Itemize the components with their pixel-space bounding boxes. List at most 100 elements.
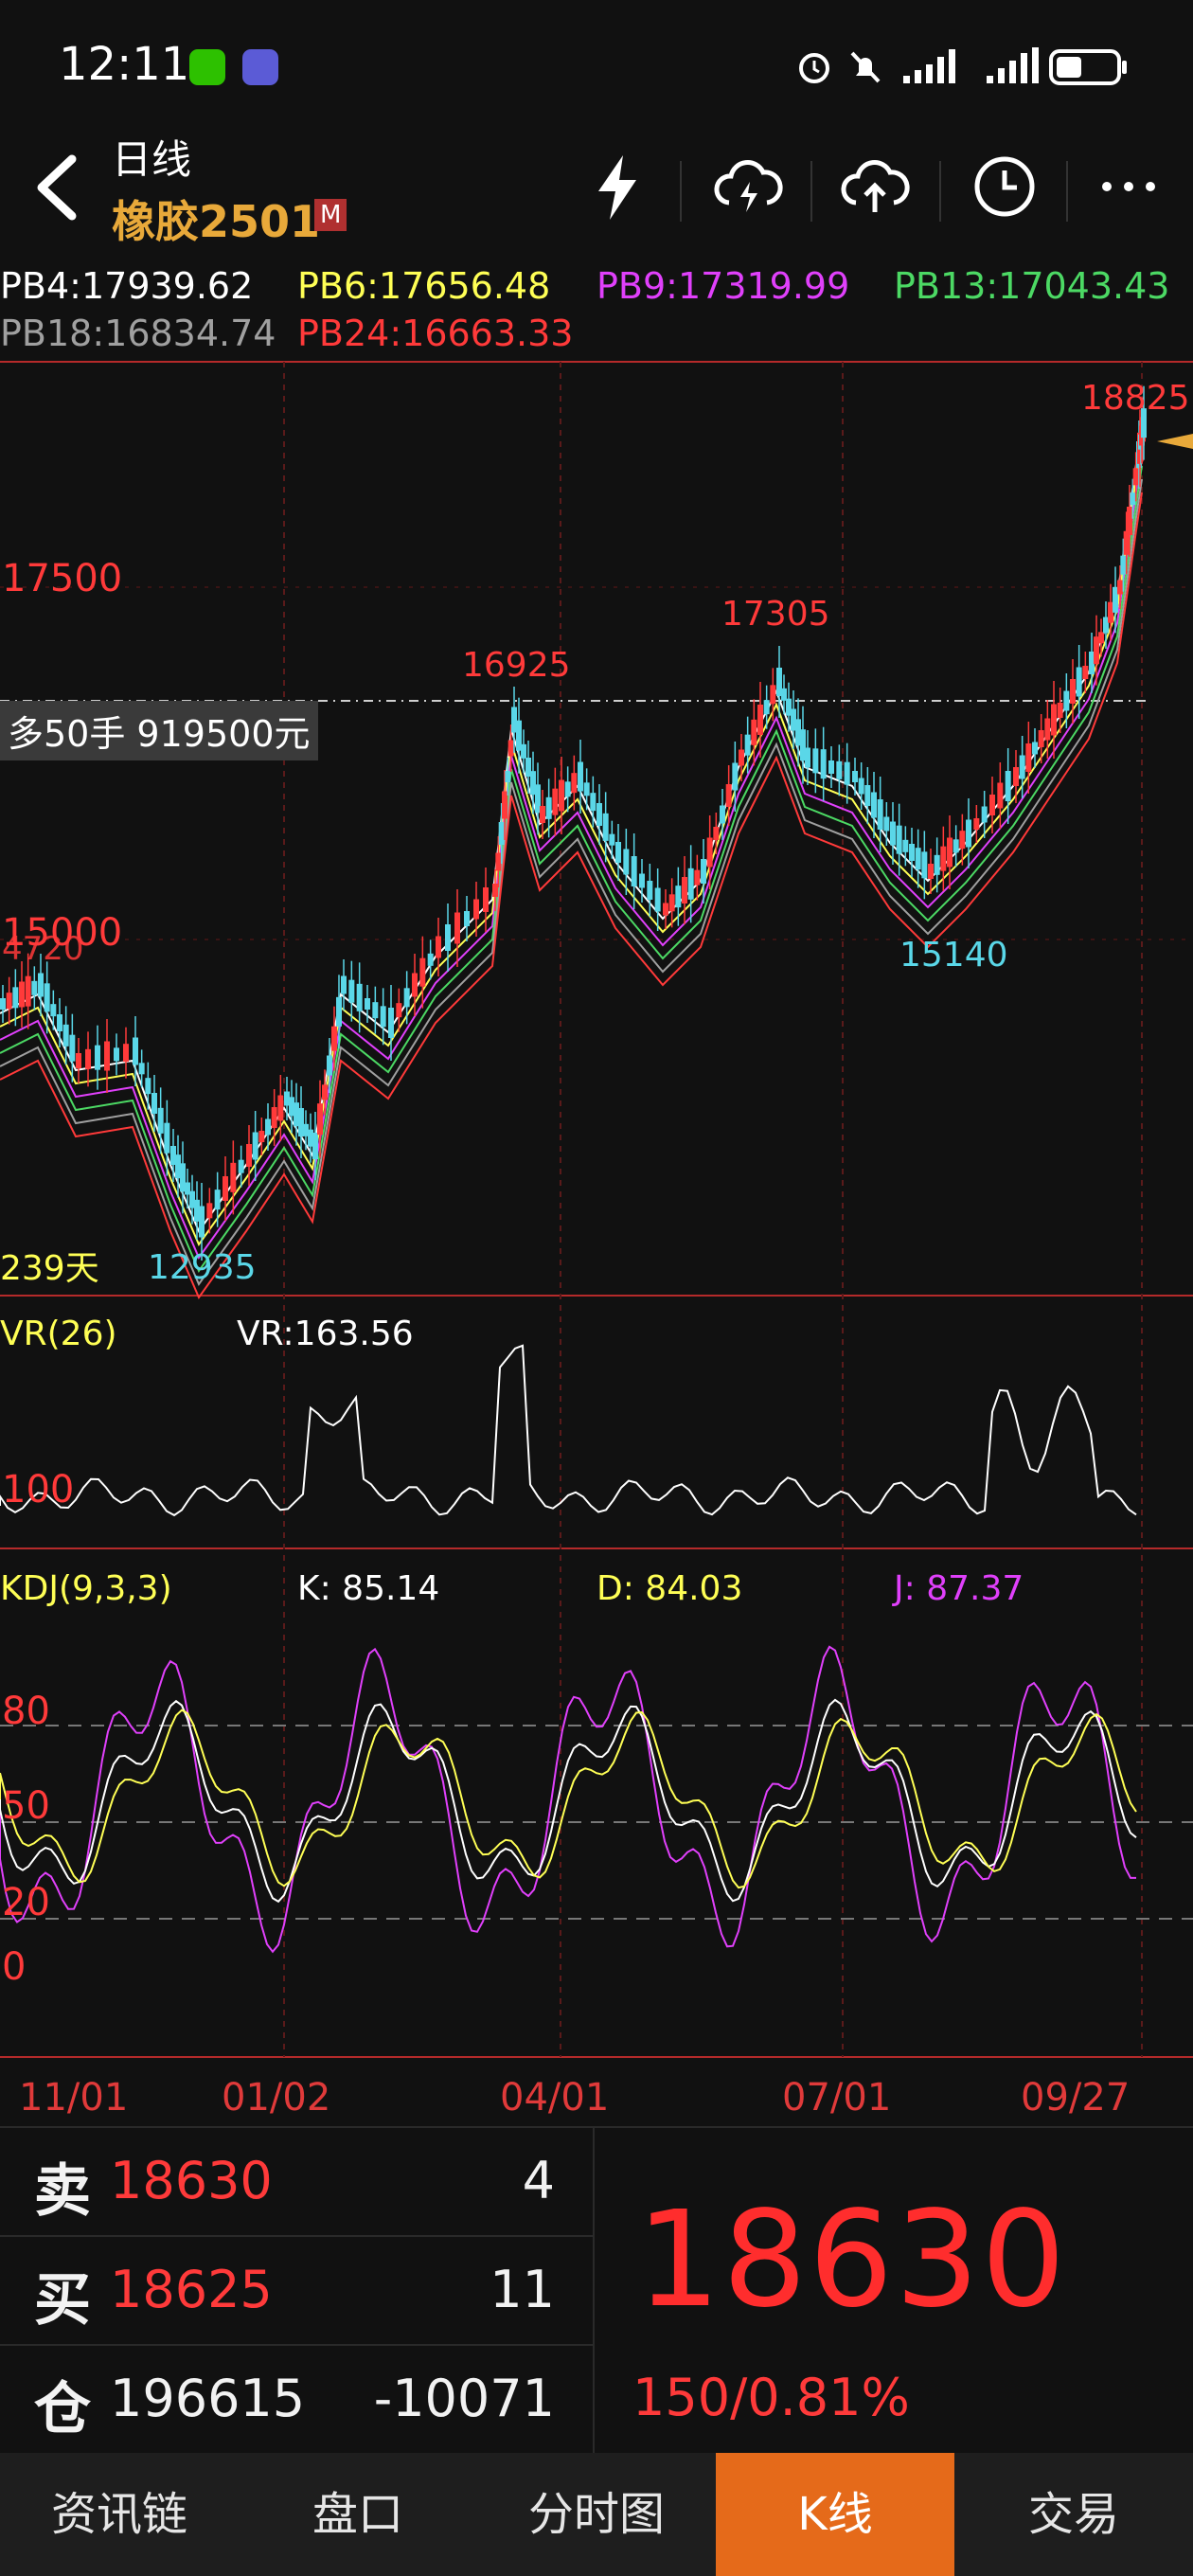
candle-body — [530, 771, 536, 796]
candle-body — [388, 1008, 394, 1038]
candle-body — [145, 1078, 151, 1095]
candle-body — [1089, 652, 1095, 674]
candle-body — [50, 1004, 57, 1017]
candle-body — [331, 1026, 337, 1051]
status-time: 12:11 — [59, 38, 190, 91]
candle-body — [277, 1095, 284, 1121]
camera-app-icon — [242, 49, 278, 85]
ask-row[interactable]: 卖 18630 4 — [0, 2128, 593, 2237]
tab-trade[interactable]: 交易 — [1027, 2488, 1119, 2541]
ma-line-3 — [0, 465, 1143, 1274]
candle-body — [720, 805, 725, 824]
candle-body — [713, 827, 720, 840]
candle-body — [38, 973, 44, 997]
vr-title[interactable]: VR(26) — [0, 1315, 117, 1353]
candle-body — [706, 837, 713, 868]
candle-body — [1051, 704, 1057, 736]
days-label: 239天 — [0, 1249, 99, 1288]
candle-body — [564, 781, 571, 797]
open-interest-label: 仓 — [34, 2376, 91, 2442]
ma-legend-pb9: PB9:17319.99 — [596, 265, 850, 307]
candle-body — [348, 979, 355, 1003]
bid-row[interactable]: 买 18625 11 — [0, 2237, 593, 2346]
candle-body — [535, 784, 541, 814]
mute-icon — [850, 51, 881, 83]
candle-body — [454, 912, 460, 944]
kdj-d-line — [0, 1708, 1137, 1889]
more-icon[interactable] — [1100, 180, 1157, 193]
position-note[interactable]: 多50手 919500元 — [0, 701, 318, 760]
candle-body — [230, 1162, 237, 1192]
open-interest-row[interactable]: 仓 196615 -10071 — [0, 2346, 593, 2453]
candle-body — [483, 887, 489, 912]
clock-icon[interactable] — [971, 153, 1038, 220]
back-arrow-icon[interactable] — [27, 152, 83, 224]
candle-body — [883, 816, 890, 832]
candle-body — [521, 743, 526, 759]
candle-body — [836, 760, 843, 779]
candle-body — [238, 1159, 244, 1173]
candle-body — [427, 953, 434, 966]
candle-body — [464, 911, 470, 926]
main-contract-badge: M — [314, 199, 347, 231]
x-axis-label-1: 11/01 — [19, 2076, 129, 2120]
bid-price: 18625 — [110, 2260, 273, 2319]
flash-icon[interactable] — [591, 152, 644, 224]
alarm-icon — [799, 53, 829, 83]
candle-body — [1038, 730, 1044, 747]
candle-body — [732, 762, 739, 791]
candle-body — [844, 761, 850, 785]
candle-body — [138, 1063, 145, 1075]
bottom-tab-bar: 资讯链 盘口 分时图 K线 交易 — [0, 2453, 1193, 2576]
candle-body — [921, 851, 928, 879]
tab-kline[interactable]: K线 — [716, 2453, 954, 2576]
kdj-level-80: 80 — [2, 1690, 50, 1733]
candle-body — [552, 788, 559, 815]
candle-body — [436, 936, 441, 958]
candle-body — [966, 819, 971, 848]
candle-body — [396, 1003, 402, 1018]
candle-body — [312, 1133, 318, 1159]
candle-body — [647, 881, 653, 900]
candle-body — [578, 761, 583, 792]
candle-body — [1019, 755, 1025, 779]
cloud-upload-icon[interactable] — [839, 153, 911, 220]
ma-line-4 — [0, 478, 1143, 1287]
tab-intraday[interactable]: 分时图 — [527, 2488, 665, 2541]
candle-body — [947, 837, 953, 868]
x-axis-label-2: 01/02 — [222, 2076, 331, 2120]
candle-body — [185, 1182, 190, 1195]
candle-body — [1044, 718, 1051, 741]
annotation-12935: 12935 — [148, 1248, 257, 1287]
candle-body — [596, 803, 602, 826]
period-label[interactable]: 日线 — [112, 136, 192, 183]
annotation-16925: 16925 — [462, 646, 571, 685]
candle-body — [170, 1146, 176, 1165]
candle-body — [525, 758, 531, 777]
kline-chart[interactable] — [0, 360, 1193, 2126]
candle-body — [95, 1045, 100, 1070]
candle-body — [795, 719, 801, 746]
candle-body — [852, 771, 858, 782]
tab-news-chain[interactable]: 资讯链 — [50, 2488, 187, 2541]
contract-name[interactable]: 橡胶2501 — [112, 196, 321, 247]
candle-body — [701, 859, 706, 884]
candle-body — [1108, 601, 1113, 623]
candle-body — [498, 822, 505, 845]
candle-body — [639, 873, 645, 888]
candle-body — [1025, 743, 1032, 772]
candle-body — [1032, 742, 1038, 755]
ma-legend-pb24: PB24:16663.33 — [297, 313, 574, 354]
kdj-title[interactable]: KDJ(9,3,3) — [0, 1569, 172, 1608]
toolbar-divider — [939, 161, 941, 222]
tab-order-book[interactable]: 盘口 — [312, 2488, 403, 2541]
candle-body — [214, 1190, 221, 1210]
candle-body — [540, 806, 545, 823]
candle-body — [1117, 580, 1123, 595]
candle-body — [1098, 632, 1104, 644]
cloud-flash-icon[interactable] — [712, 153, 784, 220]
ask-label: 卖 — [34, 2158, 91, 2225]
candle-body — [687, 868, 694, 900]
vr-line — [0, 1344, 1137, 1517]
candle-body — [380, 1006, 386, 1028]
